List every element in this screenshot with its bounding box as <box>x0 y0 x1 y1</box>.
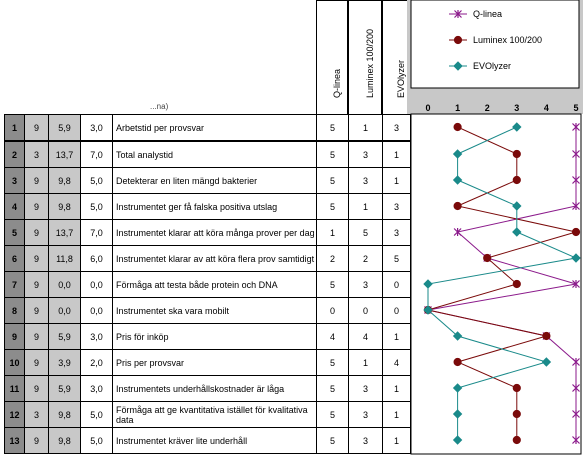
row-6-criterion: Instrumentet klarar av att köra flera pr… <box>112 245 317 272</box>
row-1-criterion: Arbetstid per provsvar <box>112 114 317 141</box>
data-point-x <box>572 384 580 392</box>
legend-label: Luminex 100/200 <box>473 35 542 45</box>
data-point-diamond <box>512 227 522 237</box>
data-point-circle <box>512 175 521 185</box>
axis-band <box>407 92 583 114</box>
row-13-w3: 5,0 <box>80 427 113 454</box>
data-point-diamond <box>541 357 552 367</box>
row-6-w1: 9 <box>24 245 49 272</box>
legend-label: EVOlyzer <box>473 61 511 71</box>
legend-marker-circle <box>453 35 463 45</box>
row-5-q: 1 <box>316 219 349 246</box>
row-13-q: 5 <box>316 427 349 454</box>
row-1-w1: 9 <box>24 114 49 141</box>
row-2-q: 5 <box>316 141 349 168</box>
data-point-x <box>572 410 580 418</box>
row-1-w2: 5,9 <box>48 114 81 141</box>
x-tick-label: 5 <box>573 103 578 113</box>
row-10-e: 4 <box>382 349 411 376</box>
row-10-w1: 9 <box>24 349 49 376</box>
data-point-x <box>572 358 580 366</box>
row-1-w3: 3,0 <box>80 114 113 141</box>
x-tick-label: 1 <box>455 103 460 113</box>
row-13-w2: 9,8 <box>48 427 81 454</box>
data-point-diamond <box>452 149 463 159</box>
row-7-l: 3 <box>348 271 383 298</box>
data-point-circle <box>453 357 462 367</box>
x-tick-label: 0 <box>425 103 430 113</box>
data-point-circle <box>512 435 521 445</box>
legend-marker-diamond <box>453 61 463 71</box>
data-point-x <box>572 123 580 131</box>
data-point-diamond <box>452 409 463 419</box>
row-3-criterion: Detekterar en liten mängd bakterier <box>112 167 317 194</box>
data-point-circle <box>483 253 492 263</box>
data-point-circle <box>512 149 521 159</box>
row-5-w2: 13,7 <box>48 219 81 246</box>
row-6-l: 2 <box>348 245 383 272</box>
row-2-l: 3 <box>348 141 383 168</box>
legend-marker-x <box>454 10 462 18</box>
data-point-diamond <box>452 175 463 185</box>
row-5-e: 3 <box>382 219 411 246</box>
data-point-circle <box>512 383 521 393</box>
col-header-q-linea: Q-linea <box>316 0 348 114</box>
row-9-w1: 9 <box>24 323 49 350</box>
header-partial-text: ...na) <box>150 102 169 111</box>
data-point-x <box>572 176 580 184</box>
data-point-circle <box>542 331 551 341</box>
row-2-criterion: Total analystid <box>112 141 317 168</box>
x-tick-label: 3 <box>514 103 519 113</box>
legend-label: Q-linea <box>473 9 502 19</box>
data-point-circle <box>512 409 521 419</box>
row-8-e: 0 <box>382 297 411 324</box>
row-12-q: 5 <box>316 401 349 428</box>
row-1-q: 5 <box>316 114 349 141</box>
x-tick-label: 4 <box>544 103 549 113</box>
row-4-w3: 5,0 <box>80 193 113 220</box>
data-point-diamond <box>512 122 522 132</box>
row-10-w3: 2,0 <box>80 349 113 376</box>
data-point-circle <box>512 279 521 289</box>
x-tick-label: 2 <box>485 103 490 113</box>
data-point-circle <box>453 122 462 132</box>
row-11-l: 3 <box>348 375 383 402</box>
row-10-criterion: Pris per provsvar <box>112 349 317 376</box>
data-point-circle <box>571 227 581 237</box>
data-point-diamond <box>512 201 522 211</box>
row-3-e: 1 <box>382 167 411 194</box>
data-point-x <box>572 202 580 210</box>
row-8-w1: 9 <box>24 297 49 324</box>
plot-area <box>410 113 582 455</box>
data-point-diamond <box>571 253 581 263</box>
data-point-diamond <box>452 435 463 445</box>
data-point-x <box>572 150 580 158</box>
legend-box <box>410 0 580 89</box>
data-point-diamond <box>452 331 463 341</box>
row-5-w1: 9 <box>24 219 49 246</box>
data-point-diamond <box>423 279 433 289</box>
data-point-diamond <box>452 383 463 393</box>
data-point-x <box>572 436 580 444</box>
data-point-circle <box>453 201 462 211</box>
row-13-e: 1 <box>382 427 411 454</box>
row-5-w3: 7,0 <box>80 219 113 246</box>
data-point-diamond <box>423 305 433 315</box>
row-7-criterion: Förmåga att testa både protein och DNA <box>112 271 317 298</box>
row-6-w2: 11,8 <box>48 245 81 272</box>
col-header-luminex: Luminex 100/200 <box>348 0 382 114</box>
row-11-criterion: Instrumentets underhållskostnader är låg… <box>112 375 317 402</box>
data-point-x <box>453 228 462 236</box>
row-8-w2: 0,0 <box>48 297 81 324</box>
data-point-x <box>572 280 580 288</box>
